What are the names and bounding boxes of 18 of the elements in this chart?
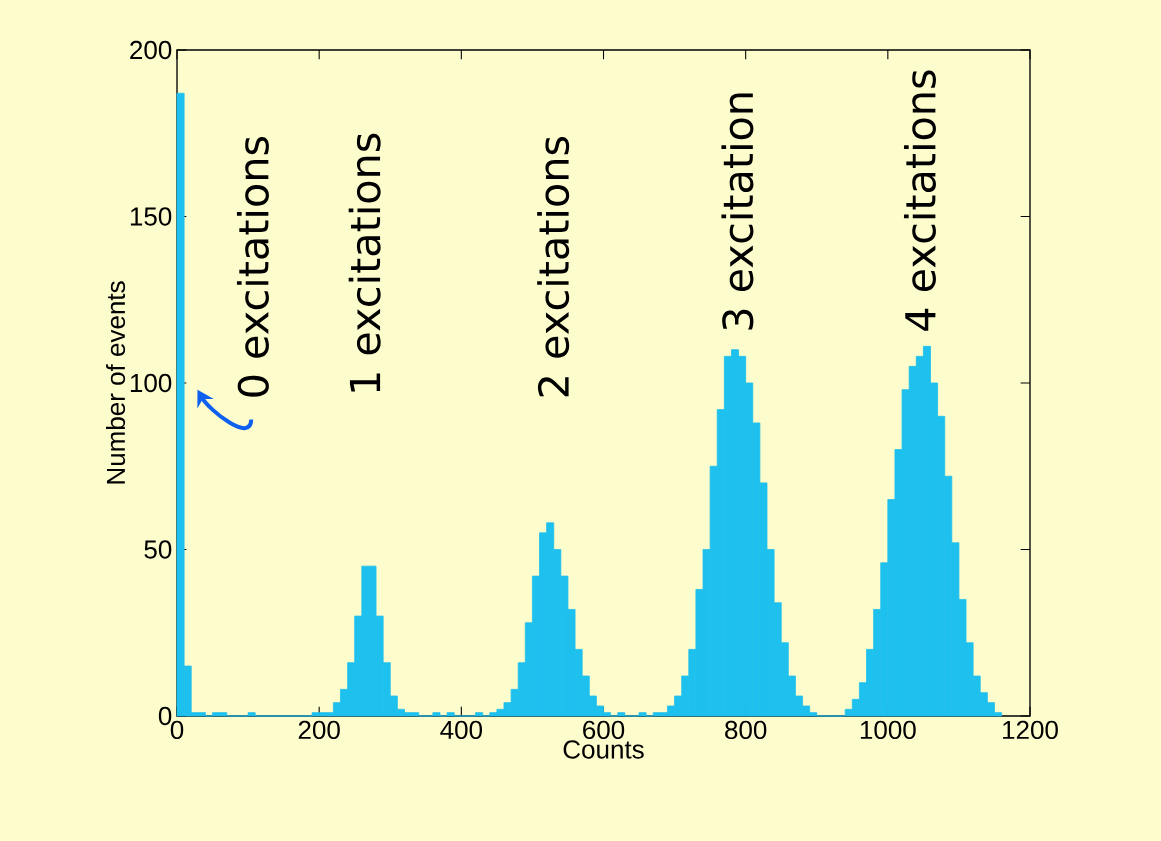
annotation: 3 excitation xyxy=(721,93,754,330)
annotation: 2 excitations xyxy=(537,137,570,397)
x-tick-label: 1000 xyxy=(860,720,916,740)
x-tick-label: 1200 xyxy=(1003,720,1058,740)
annotation: 4 excitations xyxy=(903,70,936,331)
y-tick-label: 0 xyxy=(158,706,172,726)
annotation: 1 excitations xyxy=(348,133,381,392)
x-tick-label: 400 xyxy=(440,720,483,740)
x-tick-label: 600 xyxy=(583,720,625,740)
y-tick-label: 50 xyxy=(144,540,172,559)
annotation: 0 excitations xyxy=(236,137,269,397)
x-axis-title: Counts xyxy=(563,740,644,759)
x-tick-label: 200 xyxy=(298,720,340,740)
y-tick-label: 150 xyxy=(130,207,172,226)
y-tick-label: 200 xyxy=(130,40,172,60)
x-tick-label: 800 xyxy=(725,720,767,740)
y-axis-title: Number of events xyxy=(106,281,126,484)
y-tick-label: 100 xyxy=(130,373,172,393)
